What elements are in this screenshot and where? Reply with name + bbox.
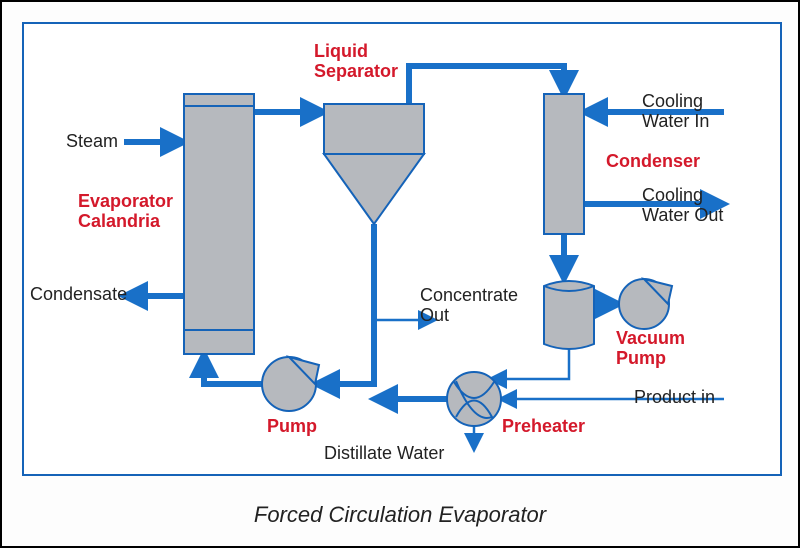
label-preheater: Preheater: [502, 417, 585, 437]
diagram-frame: Liquid Separator Evaporator Calandria Co…: [0, 0, 800, 548]
condenser: [544, 94, 584, 234]
label-evaporator: Evaporator Calandria: [78, 192, 173, 232]
label-vacuum-pump: Vacuum Pump: [616, 329, 685, 369]
label-concentrate: Concentrate Out: [420, 286, 518, 326]
preheater: [447, 372, 501, 426]
diagram-inner-border: Liquid Separator Evaporator Calandria Co…: [22, 22, 782, 476]
label-steam: Steam: [66, 132, 118, 152]
label-pump: Pump: [267, 417, 317, 437]
label-condensate: Condensate: [30, 285, 127, 305]
label-condenser: Condenser: [606, 152, 700, 172]
vacuum-pump: [619, 279, 672, 329]
diagram-caption: Forced Circulation Evaporator: [2, 502, 798, 528]
label-liquid-separator: Liquid Separator: [314, 42, 398, 82]
evaporator-calandria: [184, 94, 254, 354]
label-cooling-in: Cooling Water In: [642, 92, 709, 132]
liquid-separator: [324, 104, 424, 224]
label-cooling-out: Cooling Water Out: [642, 186, 723, 226]
label-product-in: Product in: [634, 388, 715, 408]
recirculation-pump: [262, 357, 319, 411]
receiver-vessel: [544, 281, 594, 349]
equipment: [184, 94, 672, 426]
label-distillate: Distillate Water: [324, 444, 444, 464]
